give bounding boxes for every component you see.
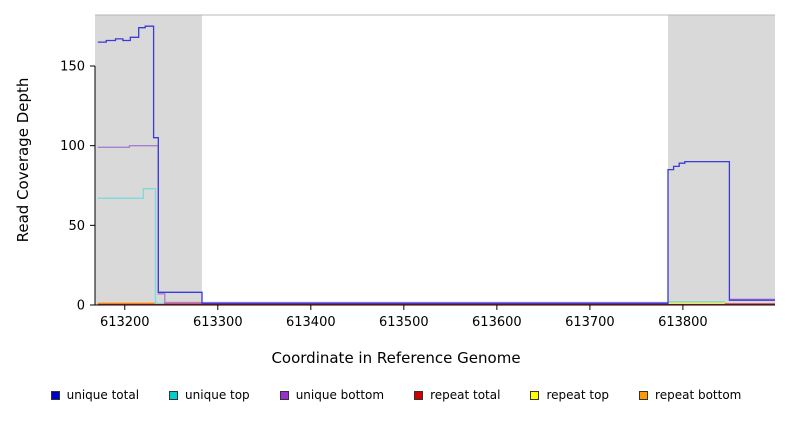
legend-swatch [169,390,179,400]
x-tick-label: 613800 [658,315,708,330]
legend-swatch [414,390,424,400]
legend-swatch [50,390,60,400]
legend-item-repeat-bottom: repeat bottom [639,388,741,402]
x-tick-label: 613200 [100,315,150,330]
legend-swatch [530,390,540,400]
masked-region-0 [95,15,202,305]
legend-label: repeat bottom [655,388,742,402]
coverage-plot: 613200 613300 613400 613500 613600 613700 6138… [14,14,775,330]
y-tick-label: 150 [60,59,85,74]
legend-item-repeat-total: repeat total [414,388,500,402]
x-axis-label: Coordinate in Reference Genome [271,349,521,367]
legend-item-repeat-top: repeat top [530,388,609,402]
masked-region-1 [668,15,775,305]
legend-label: unique top [185,388,250,402]
legend-label: unique total [66,388,140,402]
series-line-unique-top [97,188,164,305]
x-tick-label: 613500 [379,315,429,330]
legend-swatch [279,390,289,400]
y-tick-label: 50 [68,219,85,234]
legend-label: repeat total [430,388,501,402]
legend-item-unique-total: unique total [50,388,140,402]
x-tick-label: 613700 [565,315,615,330]
legend: unique total unique top unique bottom repea… [0,388,792,402]
legend-label: repeat top [546,388,610,402]
series-line-unique-total [97,25,775,305]
legend-swatch [639,390,649,400]
y-axis-label: Read Coverage Depth [14,78,32,243]
legend-label: unique bottom [295,388,385,402]
legend-item-unique-top: unique top [169,388,250,402]
y-tick-label: 100 [60,139,85,154]
legend-item-unique-bottom: unique bottom [279,388,385,402]
y-tick-label: 0 [77,299,85,314]
x-tick-label: 613600 [472,315,522,330]
x-tick-label: 613400 [286,315,336,330]
x-tick-label: 613300 [193,315,243,330]
